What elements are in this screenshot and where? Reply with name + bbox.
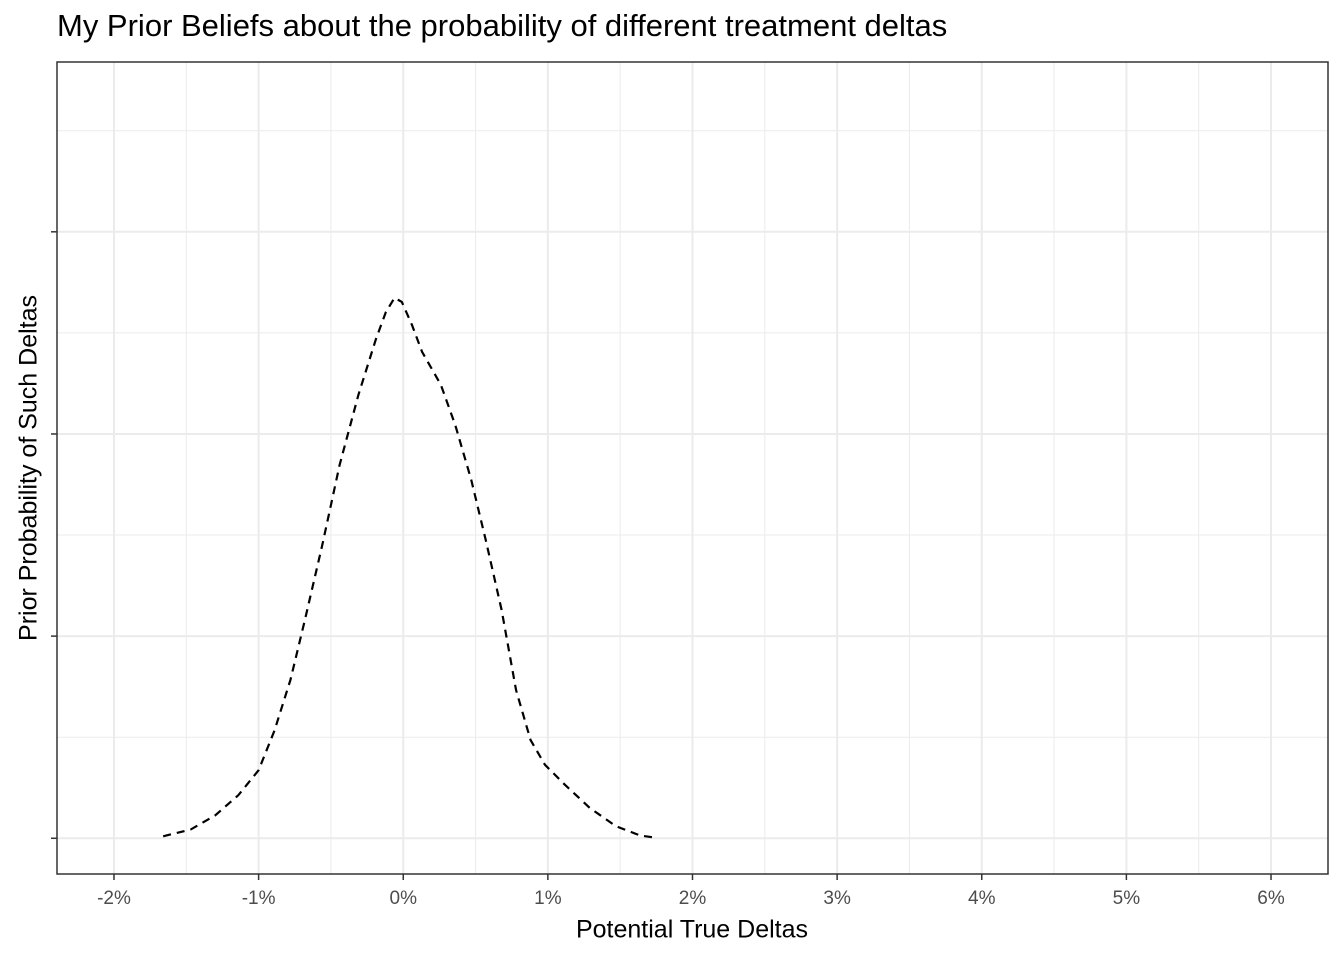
chart-title: My Prior Beliefs about the probability o… <box>57 8 947 43</box>
x-tick-label: 2% <box>679 888 707 909</box>
y-axis-title: Prior Probability of Such Deltas <box>15 295 43 641</box>
panel-border <box>56 61 1329 875</box>
x-tick-label: 6% <box>1257 888 1285 909</box>
x-tick-label: 1% <box>534 888 562 909</box>
x-axis-title: Potential True Deltas <box>576 916 808 944</box>
density-line <box>162 296 656 839</box>
x-tick-label: 0% <box>390 888 418 909</box>
x-tick-label: 5% <box>1113 888 1141 909</box>
x-tick-label: -1% <box>242 888 276 909</box>
x-tick-label: 3% <box>823 888 851 909</box>
x-tick-label: 4% <box>968 888 996 909</box>
x-tick-label: -2% <box>97 888 131 909</box>
